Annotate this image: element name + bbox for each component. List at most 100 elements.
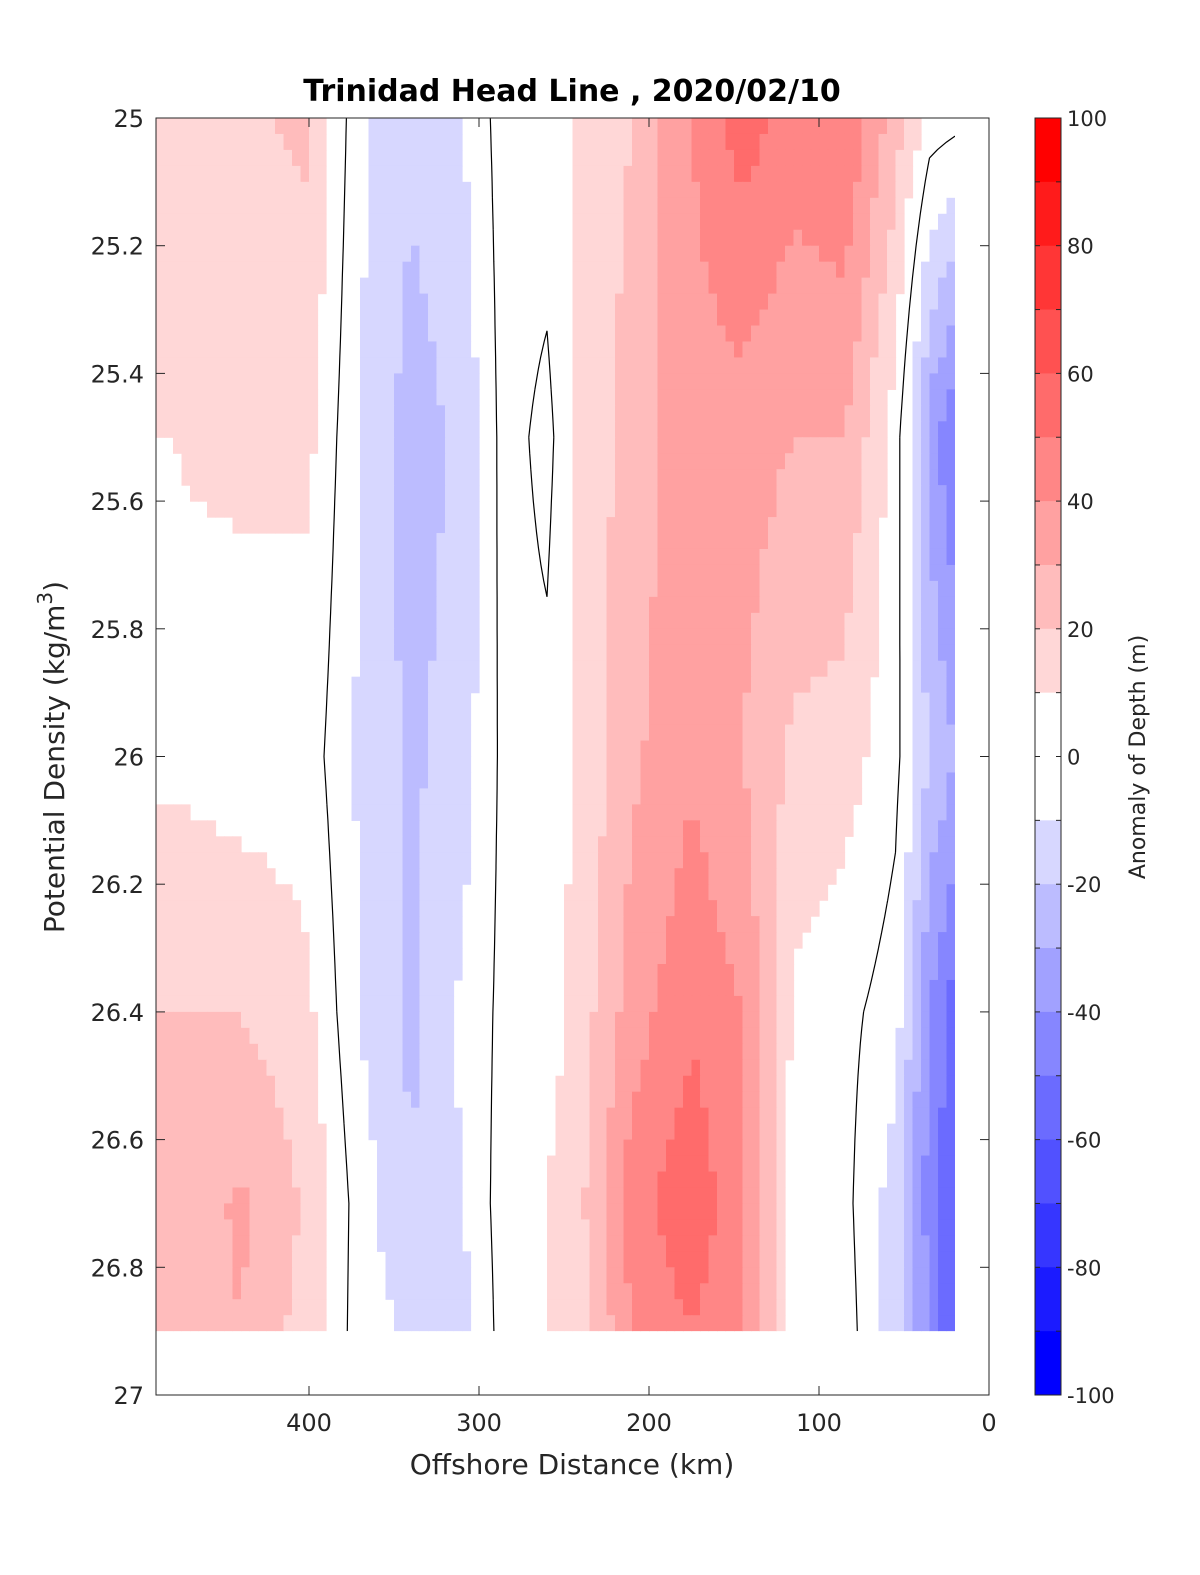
heatmap-cell — [666, 1251, 676, 1268]
heatmap-cell — [156, 1075, 166, 1093]
heatmap-cell — [615, 421, 625, 438]
heatmap-cell — [606, 580, 616, 598]
heatmap-cell — [453, 1187, 463, 1205]
heatmap-cell — [725, 469, 735, 486]
heatmap-cell — [666, 1235, 676, 1252]
heatmap-cell — [810, 389, 820, 406]
heatmap-cell — [411, 373, 421, 390]
heatmap-cell — [249, 341, 259, 359]
heatmap-cell — [207, 1091, 217, 1109]
heatmap-cell — [589, 596, 599, 614]
heatmap-cell — [283, 485, 293, 502]
heatmap-cell — [640, 1315, 650, 1332]
heatmap-cell — [742, 1059, 752, 1077]
heatmap-cell — [657, 1043, 667, 1061]
heatmap-cell — [785, 357, 795, 374]
heatmap-cell — [445, 1235, 455, 1252]
heatmap-cell — [776, 309, 786, 327]
heatmap-cell — [606, 485, 616, 502]
heatmap-cell — [827, 501, 837, 518]
heatmap-cell — [853, 213, 863, 231]
heatmap-cell — [419, 1011, 429, 1029]
heatmap-cell — [445, 804, 455, 821]
heatmap-cell — [598, 389, 608, 406]
heatmap-cell — [428, 213, 438, 231]
heatmap-cell — [802, 916, 812, 933]
heatmap-cell — [207, 1011, 217, 1029]
heatmap-cell — [224, 916, 234, 933]
heatmap-cell — [725, 979, 735, 997]
heatmap-cell — [717, 1203, 727, 1221]
heatmap-cell — [283, 948, 293, 965]
heatmap-cell — [581, 596, 591, 614]
heatmap-cell — [453, 708, 463, 726]
heatmap-cell — [632, 1315, 642, 1332]
heatmap-cell — [674, 389, 684, 406]
heatmap-cell — [283, 501, 293, 518]
heatmap-cell — [827, 149, 837, 167]
heatmap-cell — [759, 149, 769, 167]
heatmap-cell — [589, 469, 599, 486]
x-tick-label: 300 — [456, 1409, 502, 1437]
heatmap-cell — [572, 1155, 582, 1173]
heatmap-cell — [428, 197, 438, 215]
heatmap-cell — [368, 165, 378, 183]
heatmap-cell — [887, 1139, 897, 1157]
heatmap-cell — [453, 1123, 463, 1141]
heatmap-cell — [640, 564, 650, 582]
heatmap-cell — [742, 708, 752, 726]
heatmap-cell — [844, 357, 854, 374]
heatmap-cell — [292, 485, 302, 502]
heatmap-cell — [810, 533, 820, 550]
heatmap-cell — [198, 948, 208, 965]
heatmap-cell — [683, 852, 693, 869]
heatmap-cell — [606, 1251, 616, 1268]
heatmap-cell — [190, 485, 200, 502]
heatmap-cell — [377, 405, 387, 422]
heatmap-cell — [785, 197, 795, 215]
heatmap-cell — [581, 1123, 591, 1141]
heatmap-cell — [215, 501, 225, 518]
heatmap-cell — [938, 836, 948, 853]
heatmap-cell — [776, 1251, 786, 1268]
heatmap-cell — [657, 1187, 667, 1205]
heatmap-cell — [751, 868, 761, 885]
heatmap-cell — [674, 852, 684, 869]
heatmap-cell — [258, 1283, 268, 1300]
heatmap-cell — [615, 932, 625, 949]
heatmap-cell — [776, 1075, 786, 1093]
heatmap-cell — [895, 149, 905, 167]
heatmap-cell — [870, 421, 880, 438]
heatmap-cell — [768, 916, 778, 933]
heatmap-cell — [266, 1107, 276, 1125]
heatmap-cell — [283, 357, 293, 374]
heatmap-cell — [275, 1107, 285, 1125]
heatmap-cell — [632, 133, 642, 151]
heatmap-cell — [598, 277, 608, 295]
heatmap-cell — [292, 900, 302, 917]
heatmap-cell — [785, 676, 795, 694]
heatmap-cell — [445, 1171, 455, 1189]
heatmap-cell — [751, 932, 761, 949]
heatmap-cell — [632, 245, 642, 263]
heatmap-cell — [623, 916, 633, 933]
heatmap-cell — [793, 916, 803, 933]
heatmap-cell — [317, 1219, 327, 1236]
heatmap-cell — [241, 133, 251, 151]
heatmap-cell — [887, 1299, 897, 1316]
heatmap-cell — [810, 149, 820, 167]
heatmap-cell — [793, 772, 803, 790]
heatmap-cell — [623, 213, 633, 231]
heatmap-cell — [292, 517, 302, 534]
heatmap-cell — [759, 1091, 769, 1109]
heatmap-cell — [198, 325, 208, 343]
heatmap-cell — [742, 644, 752, 662]
heatmap-cell — [666, 772, 676, 790]
heatmap-cell — [666, 501, 676, 518]
heatmap-cell — [572, 1219, 582, 1236]
heatmap-cell — [377, 564, 387, 582]
heatmap-cell — [708, 341, 718, 359]
heatmap-cell — [734, 995, 744, 1013]
heatmap-cell — [649, 341, 659, 359]
heatmap-cell — [904, 1299, 914, 1316]
